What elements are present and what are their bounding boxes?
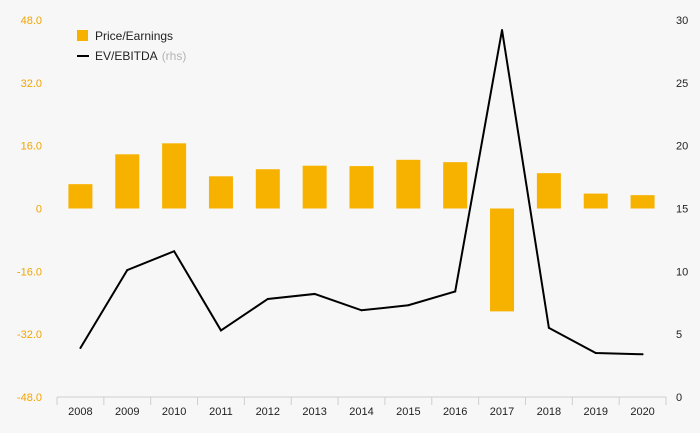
x-tick-label: 2019: [583, 406, 607, 418]
line-point: [501, 29, 504, 32]
line-point: [594, 352, 597, 355]
x-tick-label: 2010: [162, 406, 186, 418]
legend-label: Price/Earnings: [95, 29, 173, 43]
legend-label: EV/EBITDA (rhs): [95, 49, 186, 63]
line-point: [219, 329, 222, 332]
line-point: [407, 304, 410, 307]
bar: [115, 154, 140, 209]
line-point: [360, 309, 363, 312]
tick-labels: 48.032.016.00-16.0-32.0-48.0302520151050…: [17, 15, 688, 418]
left-tick-label: 0: [36, 204, 42, 216]
x-tick-label: 2009: [115, 406, 139, 418]
right-tick-label: 15: [676, 204, 688, 216]
bar: [255, 169, 280, 209]
axes: [56, 396, 667, 405]
x-tick-label: 2015: [396, 406, 420, 418]
line-point: [547, 326, 550, 329]
left-tick-label: -32.0: [17, 329, 42, 341]
x-tick-label: 2012: [256, 406, 280, 418]
left-tick-label: 48.0: [21, 15, 42, 27]
right-tick-label: 0: [676, 392, 682, 404]
line-point: [173, 250, 176, 253]
legend-label-suffix: (rhs): [162, 49, 187, 63]
x-tick-label: 2011: [209, 406, 233, 418]
right-tick-label: 30: [676, 15, 688, 27]
line-point: [313, 292, 316, 295]
bar: [68, 184, 93, 209]
bar: [349, 166, 374, 209]
x-tick-label: 2018: [537, 406, 561, 418]
bar-series: [68, 143, 655, 312]
bar: [490, 208, 515, 312]
x-tick-label: 2014: [349, 406, 373, 418]
bar: [583, 193, 608, 209]
right-tick-label: 10: [676, 266, 688, 278]
left-tick-label: 32.0: [21, 78, 42, 90]
line-point: [79, 346, 82, 349]
line-point: [126, 269, 129, 272]
bar: [162, 143, 187, 209]
right-tick-label: 5: [676, 329, 682, 341]
bar: [208, 176, 233, 209]
right-tick-label: 25: [676, 78, 688, 90]
bar: [630, 195, 655, 209]
legend-label-main: EV/EBITDA: [95, 49, 158, 63]
legend-marker-square: [77, 30, 88, 41]
left-tick-label: 16.0: [21, 141, 42, 153]
legend: Price/Earnings EV/EBITDA (rhs): [77, 29, 186, 63]
left-tick-label: -48.0: [17, 392, 42, 404]
line-series: [79, 29, 644, 356]
bar: [396, 159, 421, 209]
right-tick-label: 20: [676, 141, 688, 153]
bar: [443, 162, 468, 209]
line-point: [454, 290, 457, 293]
x-tick-label: 2017: [490, 406, 514, 418]
x-tick-label: 2008: [68, 406, 92, 418]
left-tick-label: -16.0: [17, 266, 42, 278]
bar: [536, 173, 561, 209]
x-tick-label: 2016: [443, 406, 467, 418]
x-tick-label: 2020: [630, 406, 654, 418]
x-tick-label: 2013: [302, 406, 326, 418]
bar: [302, 165, 327, 209]
line-point: [641, 353, 644, 356]
line-point: [266, 297, 269, 300]
